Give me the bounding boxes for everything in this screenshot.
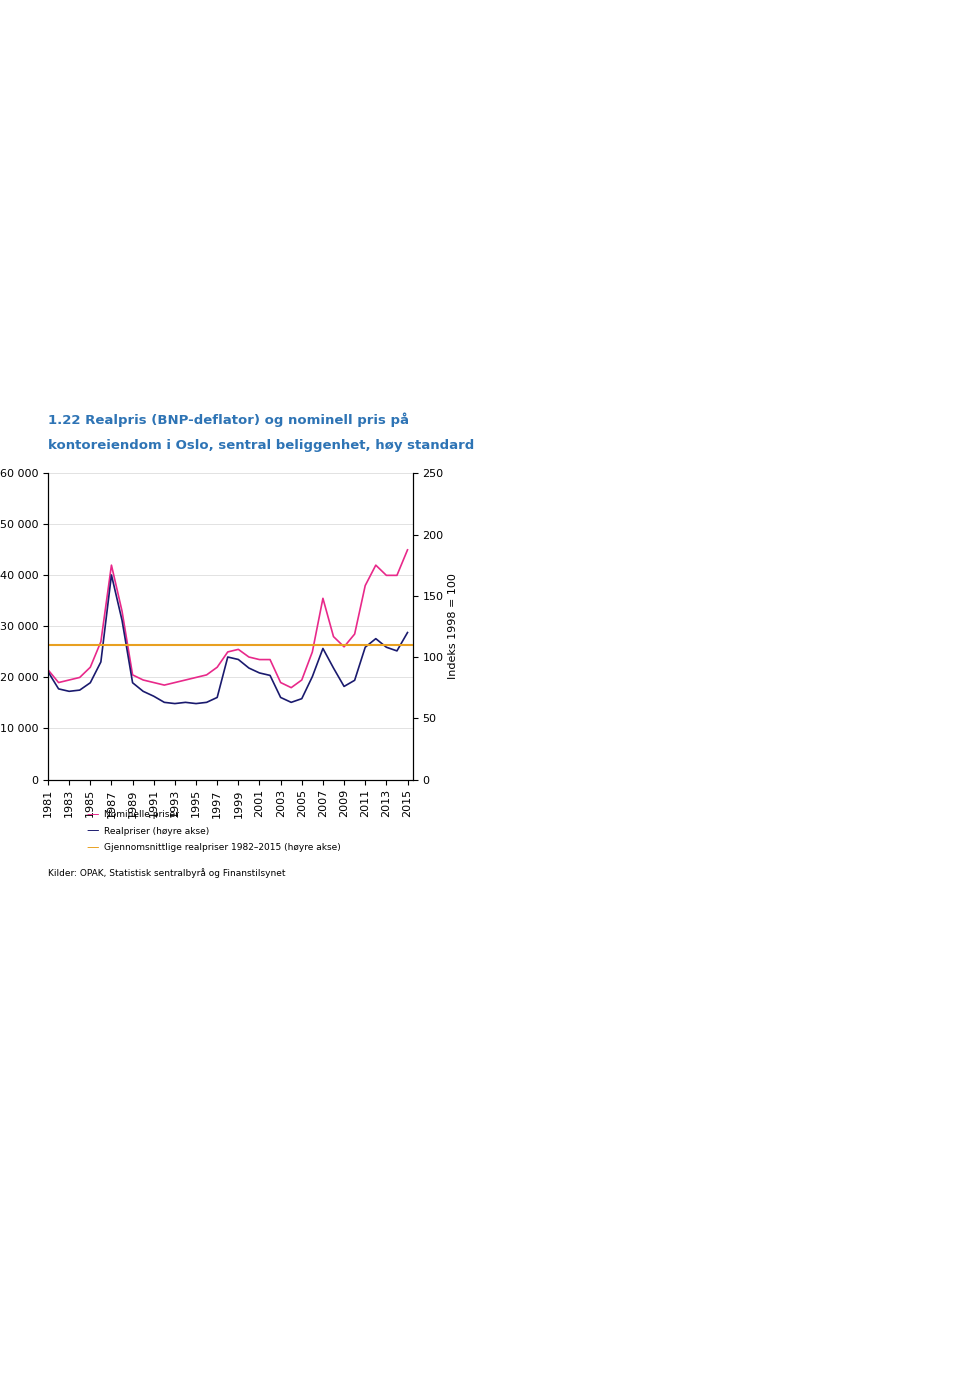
Y-axis label: Indeks 1998 = 100: Indeks 1998 = 100 [447, 574, 458, 679]
Text: —: — [86, 824, 99, 838]
Text: Nominelle priser: Nominelle priser [104, 810, 179, 818]
Text: —: — [86, 841, 99, 855]
Text: 1.22 Realpris (BNP-deflator) og nominell pris på: 1.22 Realpris (BNP-deflator) og nominell… [48, 413, 409, 427]
Text: kontoreiendom i Oslo, sentral beliggenhet, høy standard: kontoreiendom i Oslo, sentral beliggenhe… [48, 440, 474, 452]
Text: —: — [86, 807, 99, 821]
Text: Realpriser (høyre akse): Realpriser (høyre akse) [104, 827, 209, 835]
Text: Kilder: OPAK, Statistisk sentralbyrå og Finanstilsynet: Kilder: OPAK, Statistisk sentralbyrå og … [48, 869, 285, 878]
Text: Gjennomsnittlige realpriser 1982–2015 (høyre akse): Gjennomsnittlige realpriser 1982–2015 (h… [104, 844, 341, 852]
